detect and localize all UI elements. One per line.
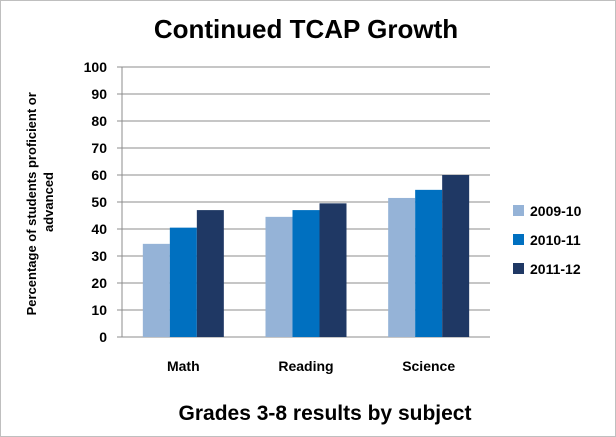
y-axis-title-line-2: advanced [41,172,56,232]
chart-title: Continued TCAP Growth [154,14,458,44]
y-tick-label: 10 [91,302,107,318]
y-tick-label: 90 [91,86,107,102]
y-tick-labels: 0 10 20 30 40 50 60 70 80 90 100 [84,59,108,345]
category-label-math: Math [167,358,200,374]
legend-label-2010-11: 2010-11 [530,232,581,248]
y-tick-label: 80 [91,113,107,129]
y-tick-label: 100 [84,59,108,75]
bar-science-2011-12 [442,175,470,337]
y-tick-label: 30 [91,248,107,264]
bar-science-2009-10 [388,197,416,337]
legend-label-2011-12: 2011-12 [530,261,581,277]
legend: 2009-10 2010-11 2011-12 [513,203,582,277]
bar-reading-2010-11 [292,210,320,337]
y-tick-label: 40 [91,221,107,237]
bars [142,175,470,337]
bar-science-2010-11 [415,189,443,337]
category-label-science: Science [402,358,455,374]
legend-label-2009-10: 2009-10 [530,203,582,219]
legend-swatch-2010-11 [513,234,524,245]
x-axis-title: Grades 3-8 results by subject [179,402,472,425]
y-axis-title-line-1: Percentage of students proficient or [24,92,39,315]
bar-reading-2011-12 [319,203,347,337]
y-tick-label: 60 [91,167,107,183]
category-label-reading: Reading [278,358,333,374]
y-tick-label: 70 [91,140,107,156]
y-tick-label: 0 [99,329,107,345]
bar-reading-2009-10 [265,216,293,337]
legend-swatch-2009-10 [513,205,524,216]
bar-math-2010-11 [169,227,197,337]
y-axis-title: Percentage of students proficient or adv… [24,89,56,316]
legend-swatch-2011-12 [513,263,524,274]
bar-math-2009-10 [142,243,170,337]
bar-math-2011-12 [196,210,224,337]
y-tick-label: 20 [91,275,107,291]
category-labels: Math Reading Science [167,358,455,374]
y-tick-label: 50 [91,194,107,210]
